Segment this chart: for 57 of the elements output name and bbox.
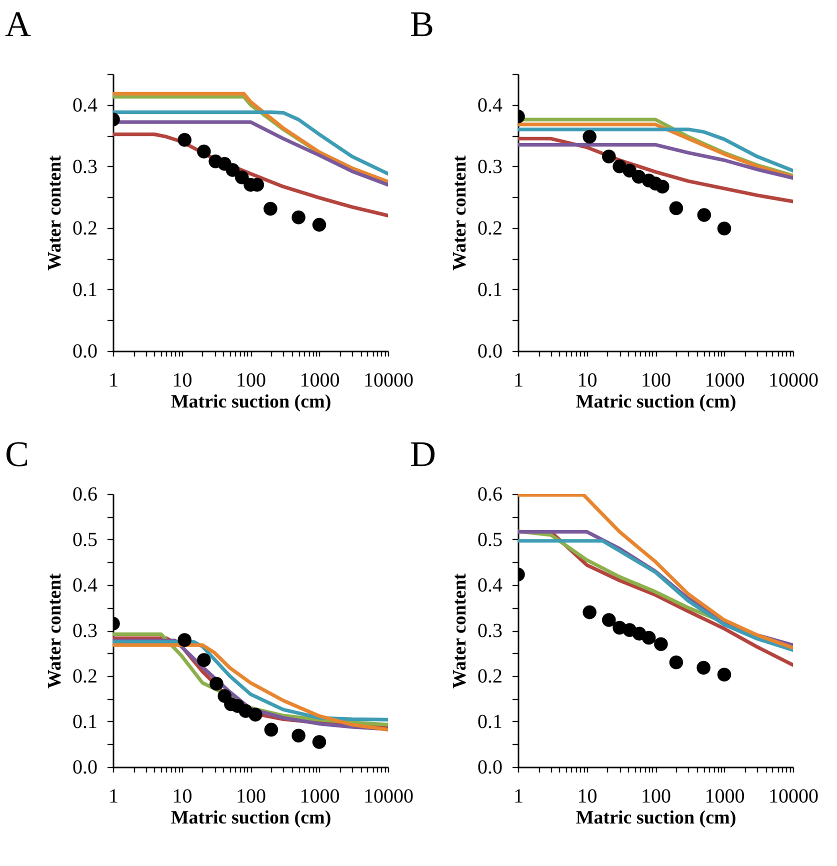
y-axis-title: Water content bbox=[44, 154, 66, 271]
y-tick-label: 0.2 bbox=[478, 217, 502, 240]
y-tick-label: 0.1 bbox=[478, 278, 502, 301]
y-tick-label: 0.3 bbox=[72, 156, 98, 178]
x-tick-label: 10 bbox=[172, 370, 192, 392]
x-tick-label: 1000 bbox=[704, 786, 745, 808]
y-tick-label: 0.1 bbox=[72, 278, 98, 301]
x-axis-title: Matric suction (cm) bbox=[576, 392, 736, 412]
y-tick-label: 0.0 bbox=[72, 340, 98, 362]
y-axis-title: Water content bbox=[450, 154, 470, 271]
y-tick-label: 0.1 bbox=[72, 711, 98, 733]
y-tick-label: 0.4 bbox=[478, 94, 502, 116]
x-tick-label: 10000 bbox=[364, 786, 414, 808]
y-tick-label: 0.6 bbox=[72, 484, 98, 506]
y-tick-label: 0.0 bbox=[478, 340, 502, 362]
x-tick-label: 10000 bbox=[768, 786, 818, 808]
x-tick-label: 100 bbox=[236, 786, 266, 808]
y-tick-label: 0.5 bbox=[478, 529, 502, 551]
y-tick-label: 0.3 bbox=[478, 156, 502, 178]
y-tick-label: 0.6 bbox=[478, 484, 502, 506]
x-tick-label: 10 bbox=[577, 370, 598, 392]
y-tick-label: 0.0 bbox=[72, 756, 98, 778]
x-tick-label: 1000 bbox=[300, 786, 340, 808]
x-tick-label: 10 bbox=[577, 786, 598, 808]
y-tick-label: 0.2 bbox=[72, 217, 98, 240]
x-tick-label: 10000 bbox=[768, 370, 818, 392]
y-tick-label: 0.4 bbox=[72, 574, 98, 596]
chart-title: C bbox=[5, 434, 30, 474]
y-tick-label: 0.3 bbox=[72, 620, 98, 642]
chart-title: A bbox=[5, 4, 31, 44]
y-tick-label: 0.4 bbox=[478, 574, 502, 596]
y-tick-label: 0.2 bbox=[478, 666, 502, 688]
y-tick-label: 0.1 bbox=[478, 711, 502, 733]
x-tick-label: 100 bbox=[641, 786, 671, 808]
x-tick-label: 1 bbox=[514, 370, 524, 392]
chart-title: D bbox=[410, 434, 436, 474]
y-tick-label: 0.2 bbox=[72, 666, 98, 688]
line-series bbox=[518, 136, 793, 204]
y-tick-label: 0.4 bbox=[72, 94, 98, 116]
chart-title: B bbox=[410, 4, 434, 44]
x-axis-title: Matric suction (cm) bbox=[576, 808, 736, 828]
x-tick-label: 1000 bbox=[704, 370, 745, 392]
x-tick-label: 10 bbox=[172, 786, 192, 808]
y-axis-title: Water content bbox=[44, 572, 66, 689]
y-axis-title: Water content bbox=[450, 572, 470, 689]
x-tick-label: 1 bbox=[108, 370, 118, 392]
y-tick-label: 0.0 bbox=[478, 756, 502, 778]
y-tick-label: 0.3 bbox=[478, 620, 502, 642]
x-tick-label: 10000 bbox=[364, 370, 414, 392]
x-axis-title: Matric suction (cm) bbox=[170, 808, 332, 828]
x-axis-title: Matric suction (cm) bbox=[170, 392, 332, 412]
y-tick-label: 0.5 bbox=[72, 529, 98, 551]
x-tick-label: 1 bbox=[514, 786, 524, 808]
x-tick-label: 1000 bbox=[300, 370, 340, 392]
x-tick-label: 1 bbox=[108, 786, 118, 808]
x-tick-label: 100 bbox=[236, 370, 266, 392]
x-tick-label: 100 bbox=[641, 370, 671, 392]
